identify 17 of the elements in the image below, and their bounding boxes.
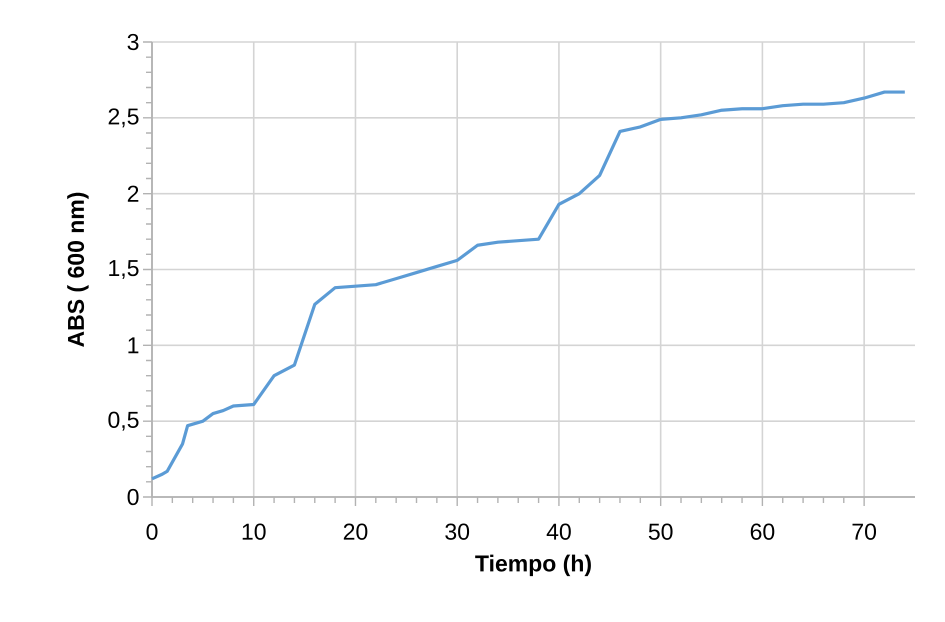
- y-tick-label: 0: [128, 488, 139, 506]
- y-tick-label: 1: [128, 337, 138, 354]
- y-tick-label: 2,5: [108, 108, 138, 128]
- y-axis-title: ABS ( 600 nm): [67, 192, 89, 347]
- x-tick-label: 50: [648, 524, 673, 540]
- x-tick-label: 60: [750, 524, 774, 540]
- y-tick-label: 2: [128, 186, 138, 202]
- x-tick-label: 20: [344, 524, 368, 540]
- x-tick-label: 40: [546, 524, 571, 540]
- y-tick-label: 3: [128, 34, 138, 50]
- x-tick-label: 10: [242, 524, 266, 540]
- x-tick-label: 0: [146, 524, 158, 540]
- y-tick-label: 1,5: [109, 260, 138, 279]
- y-tick-label: 0,5: [108, 412, 138, 431]
- x-axis-title: Tiempo (h): [475, 554, 591, 576]
- x-tick-label: 70: [852, 524, 876, 540]
- x-tick-label: 30: [445, 524, 470, 540]
